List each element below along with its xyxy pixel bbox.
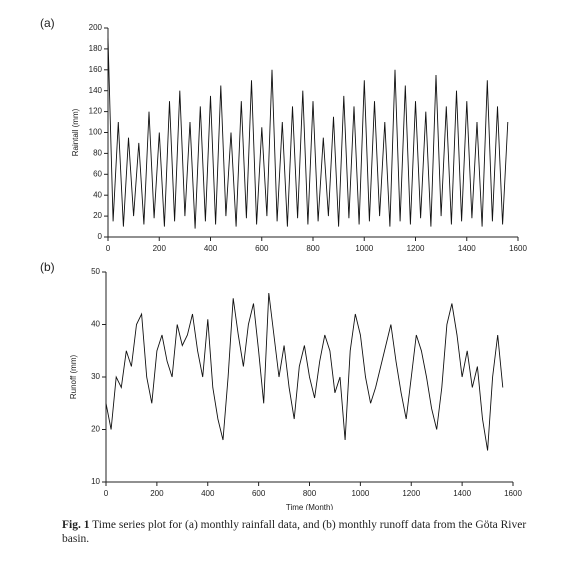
y-axis-label: Raintall (mm) xyxy=(71,108,80,156)
y-tick-label: 50 xyxy=(91,267,100,276)
x-axis-label: Time (Month) xyxy=(286,503,334,510)
y-tick-label: 80 xyxy=(93,149,102,158)
y-tick-label: 40 xyxy=(91,320,100,329)
x-tick-label: 1400 xyxy=(453,489,471,498)
caption-text: Time series plot for (a) monthly rainfal… xyxy=(62,519,527,545)
x-tick-label: 1200 xyxy=(402,489,420,498)
x-tick-label: 400 xyxy=(201,489,215,498)
x-tick-label: 0 xyxy=(106,244,111,253)
series-line xyxy=(105,292,504,451)
x-tick-label: 1000 xyxy=(351,489,369,498)
x-tick-label: 1400 xyxy=(458,244,476,253)
y-tick-label: 100 xyxy=(89,128,103,137)
y-tick-label: 10 xyxy=(91,477,100,486)
x-tick-label: 1000 xyxy=(355,244,373,253)
panel-label: (b) xyxy=(40,260,55,274)
y-tick-label: 0 xyxy=(98,232,103,241)
y-tick-label: 200 xyxy=(89,23,103,32)
caption: Fig. 1 Time series plot for (a) monthly … xyxy=(62,518,542,546)
panel-label: (a) xyxy=(40,16,55,30)
x-tick-label: 600 xyxy=(252,489,266,498)
y-tick-label: 120 xyxy=(89,107,103,116)
x-tick-label: 1600 xyxy=(509,244,527,253)
y-tick-label: 30 xyxy=(91,372,100,381)
y-tick-label: 20 xyxy=(93,211,102,220)
x-tick-label: 200 xyxy=(153,244,167,253)
y-tick-label: 160 xyxy=(89,65,103,74)
y-axis-label: Runoff (mm) xyxy=(69,355,78,400)
x-tick-label: 200 xyxy=(150,489,164,498)
x-tick-label: 600 xyxy=(255,244,269,253)
series-line xyxy=(107,38,509,229)
x-tick-label: 1600 xyxy=(504,489,522,498)
x-tick-label: 800 xyxy=(303,489,317,498)
caption-label: Fig. 1 xyxy=(62,519,90,531)
y-tick-label: 140 xyxy=(89,86,103,95)
x-tick-label: 800 xyxy=(306,244,320,253)
y-tick-label: 60 xyxy=(93,169,102,178)
x-tick-label: 400 xyxy=(204,244,218,253)
y-tick-label: 180 xyxy=(89,44,103,53)
x-tick-label: 1200 xyxy=(407,244,425,253)
x-tick-label: 0 xyxy=(104,489,109,498)
y-tick-label: 40 xyxy=(93,190,102,199)
y-tick-label: 20 xyxy=(91,425,100,434)
